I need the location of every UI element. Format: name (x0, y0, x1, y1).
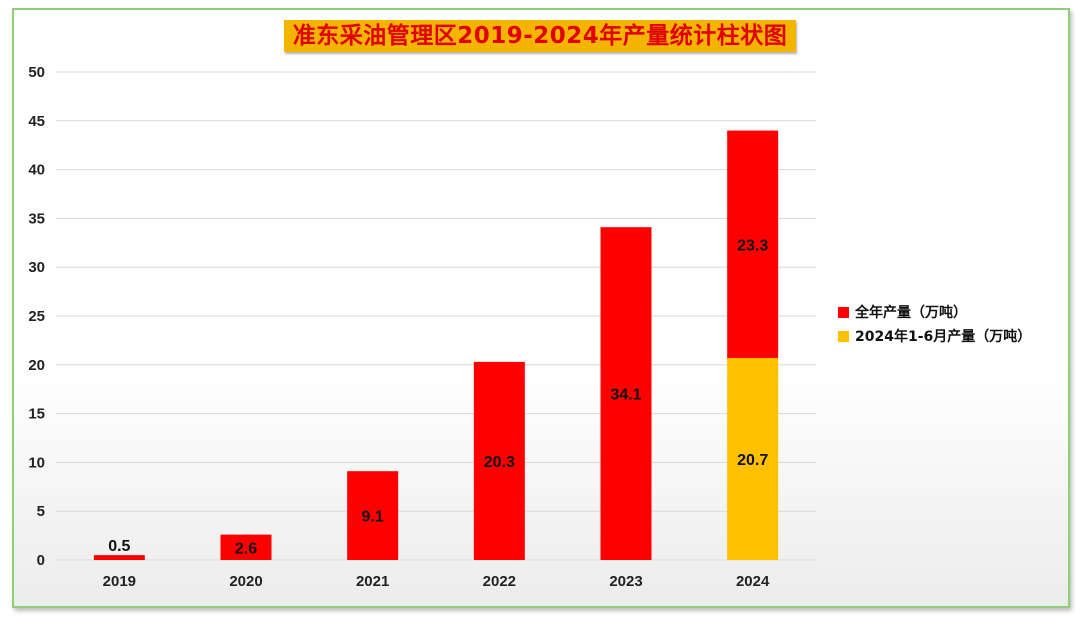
y-tick-label: 50 (28, 64, 45, 81)
bar (473, 361, 525, 560)
y-tick-label: 25 (28, 308, 45, 325)
data-label: 2.6 (235, 540, 257, 557)
y-tick-label: 5 (37, 503, 45, 520)
chart-title: 准东采油管理区2019-2024年产量统计柱状图 (284, 20, 796, 52)
data-label: 0.5 (108, 538, 130, 555)
y-tick-label: 35 (28, 210, 45, 227)
y-tick-label: 30 (28, 259, 45, 276)
y-tick-label: 40 (28, 162, 45, 179)
bar (93, 555, 145, 560)
legend-swatch-half-year (838, 330, 849, 342)
x-tick-label: 2024 (736, 573, 770, 590)
x-tick-label: 2020 (229, 573, 262, 590)
bar (347, 471, 399, 560)
data-label: 9.1 (362, 509, 384, 526)
chart-frame (12, 8, 1070, 608)
data-label: 34.1 (610, 387, 641, 404)
data-label: 23.3 (737, 237, 768, 254)
x-tick-label: 2023 (609, 573, 642, 590)
legend-swatch-full-year (838, 306, 849, 318)
legend-item-half-year: 2024年1-6月产量（万吨） (838, 324, 1031, 348)
legend-item-full-year: 全年产量（万吨） (838, 300, 1031, 324)
x-tick-label: 2019 (103, 573, 136, 590)
bar (727, 357, 779, 560)
y-tick-label: 45 (28, 113, 45, 130)
data-label: 20.3 (484, 454, 515, 471)
legend: 全年产量（万吨） 2024年1-6月产量（万吨） (838, 300, 1031, 348)
bar (727, 130, 779, 358)
x-tick-label: 2021 (356, 573, 389, 590)
y-tick-label: 10 (28, 454, 45, 471)
y-tick-label: 0 (37, 552, 45, 569)
data-label: 20.7 (737, 452, 768, 469)
legend-label-full-year: 全年产量（万吨） (855, 305, 967, 321)
x-tick-label: 2022 (483, 573, 516, 590)
y-tick-label: 15 (28, 406, 45, 423)
y-tick-label: 20 (28, 357, 45, 374)
legend-label-half-year: 2024年1-6月产量（万吨） (855, 329, 1032, 345)
bar (220, 534, 272, 560)
bar (600, 227, 652, 560)
